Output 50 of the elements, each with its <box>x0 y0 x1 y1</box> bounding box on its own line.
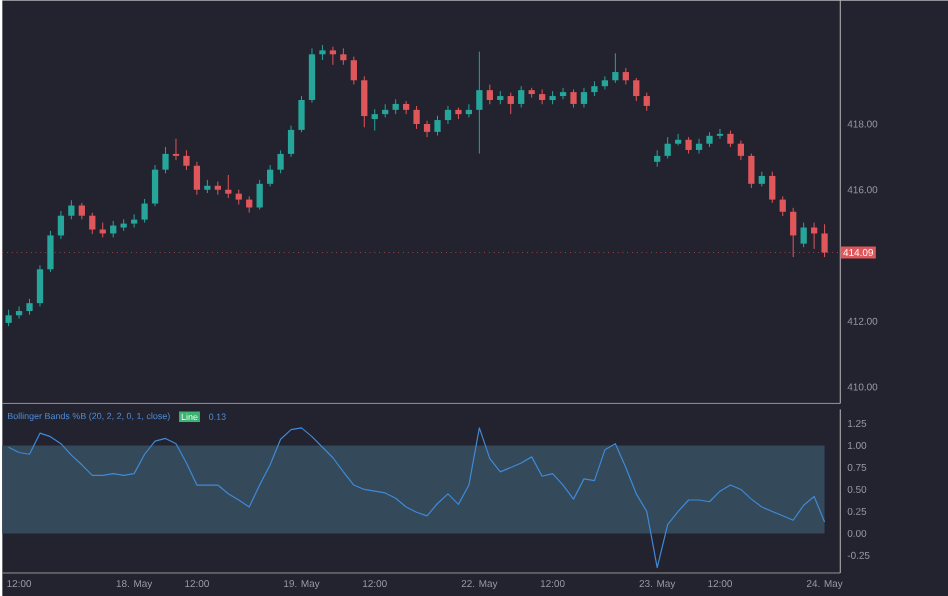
candlestick <box>612 52 619 83</box>
candlestick <box>47 229 54 272</box>
candlestick <box>748 152 755 189</box>
candlestick <box>172 137 180 161</box>
candlestick <box>131 213 138 228</box>
candlestick <box>695 137 703 154</box>
candlestick <box>486 83 493 105</box>
candlestick <box>716 127 724 139</box>
candlestick <box>434 114 441 136</box>
candlestick <box>790 206 797 258</box>
candlestick <box>559 86 567 100</box>
candlestick <box>664 136 671 159</box>
candlestick <box>141 197 148 223</box>
candlestick <box>371 108 378 131</box>
candlestick <box>36 264 44 307</box>
candlestick <box>402 100 410 115</box>
candlestick <box>674 132 682 146</box>
candlestick <box>800 221 807 248</box>
candlestick <box>193 160 201 195</box>
candlestick <box>267 164 274 187</box>
candlestick <box>89 211 96 235</box>
candlestick <box>277 149 284 174</box>
candlestick <box>151 164 159 207</box>
candlestick <box>287 124 295 157</box>
candlestick <box>256 178 263 210</box>
candlestick <box>538 88 546 105</box>
candlestick <box>769 170 776 203</box>
candlestick <box>643 91 650 111</box>
candlestick <box>413 104 420 129</box>
candlestick <box>601 75 609 90</box>
candlestick <box>580 86 588 108</box>
candlestick <box>476 50 483 154</box>
candlestick <box>737 139 745 161</box>
candlestick <box>350 55 357 85</box>
candlestick <box>68 199 75 220</box>
candlestick <box>444 104 452 125</box>
candlestick <box>57 210 65 240</box>
candlestick <box>779 195 786 217</box>
candlestick <box>225 173 232 198</box>
candlestick <box>423 119 431 138</box>
candlestick <box>329 45 337 65</box>
candlestick <box>518 85 525 108</box>
candlestick <box>633 77 640 102</box>
candlestick <box>162 146 169 174</box>
candlestick <box>183 149 190 171</box>
candlestick <box>361 75 368 128</box>
candlestick <box>308 47 316 103</box>
candlestick <box>570 88 577 108</box>
candlestick <box>507 91 514 115</box>
candlestick <box>298 95 305 133</box>
